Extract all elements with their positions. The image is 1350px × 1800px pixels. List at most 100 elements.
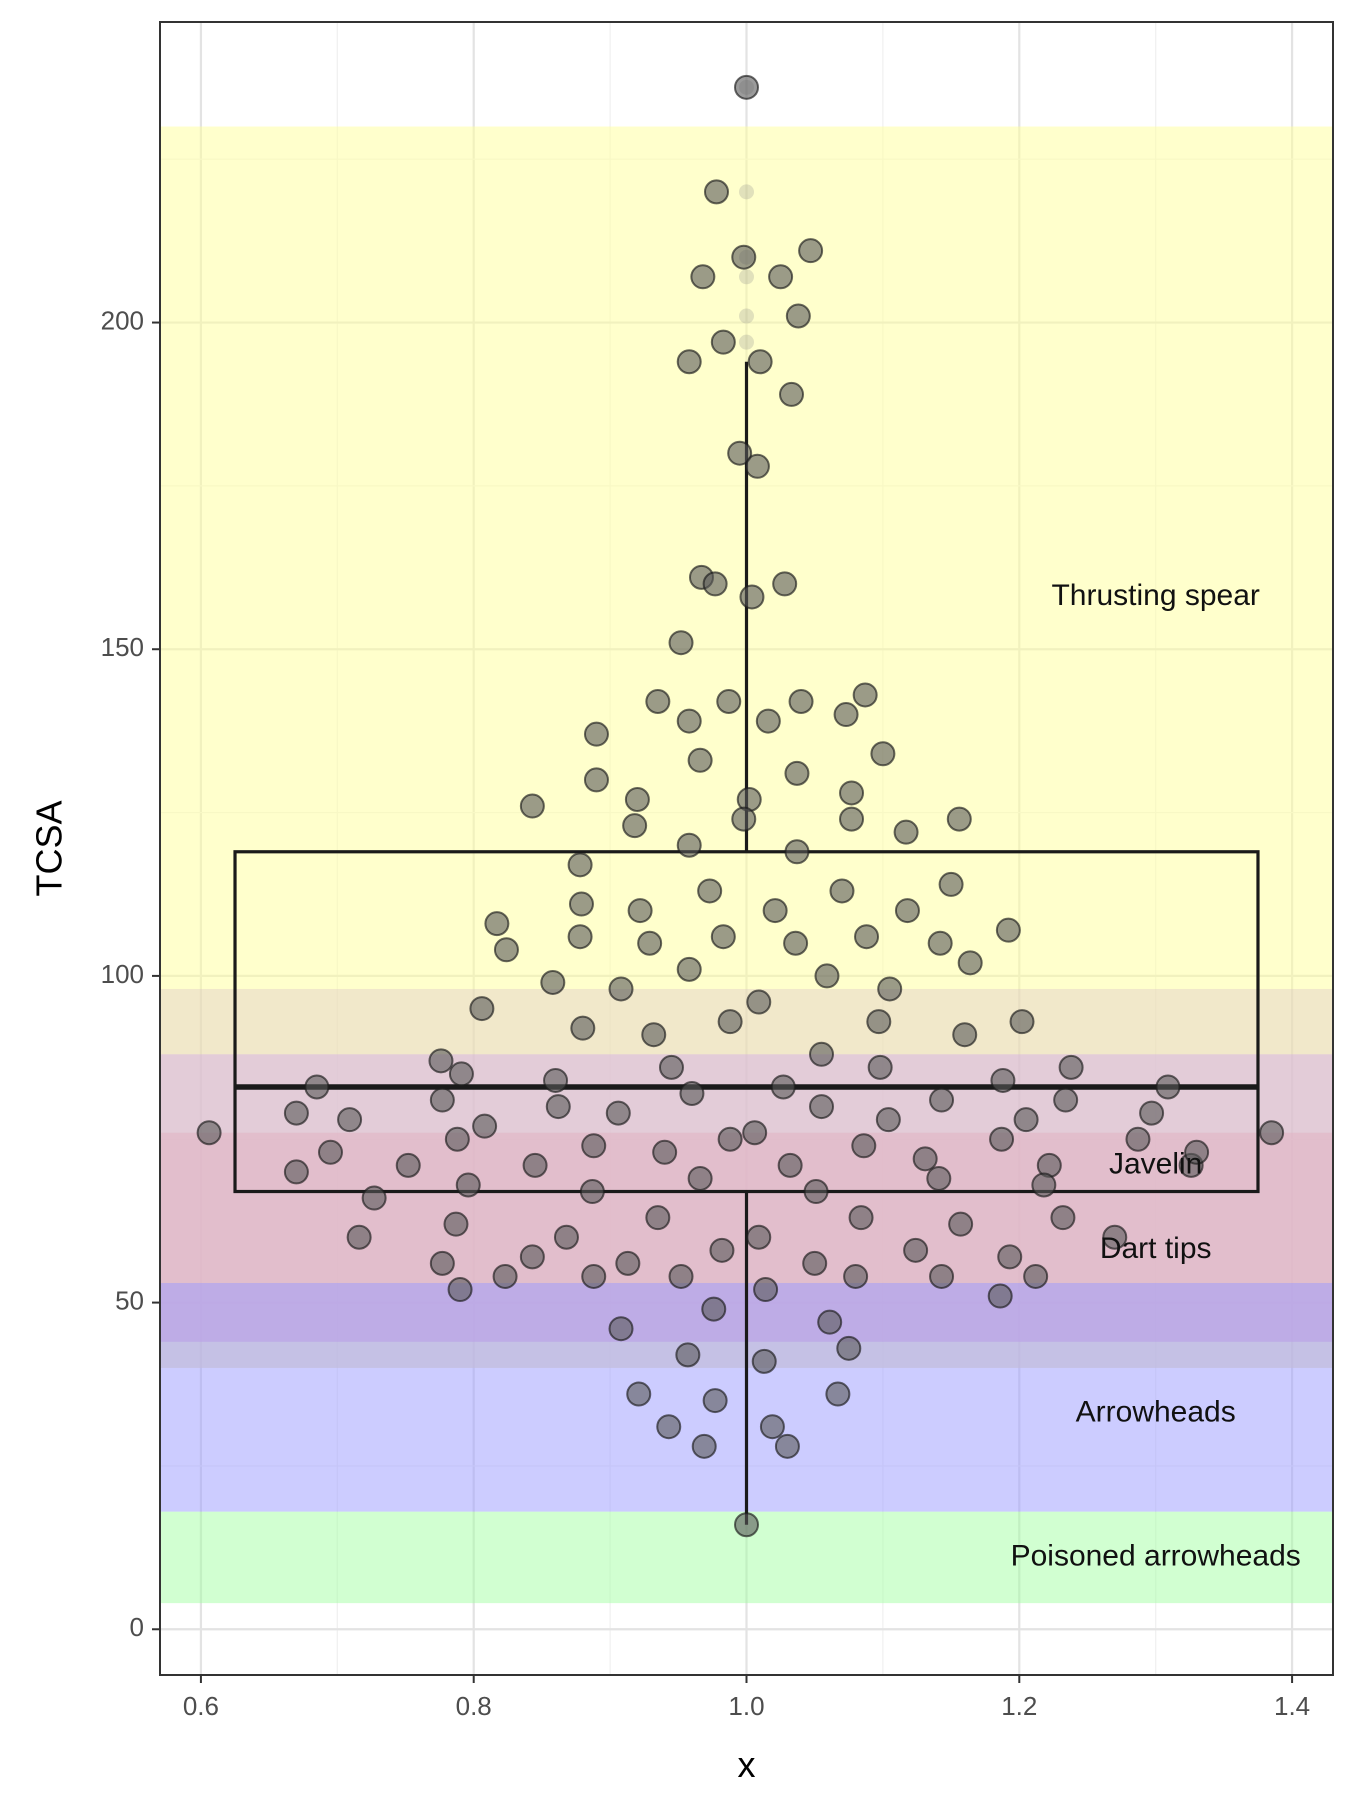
data-point	[668, 630, 694, 656]
data-point	[196, 1120, 222, 1146]
data-point	[751, 1348, 777, 1374]
data-point	[929, 1087, 955, 1113]
data-point	[519, 1244, 545, 1270]
data-point	[854, 924, 880, 950]
data-point	[447, 1277, 473, 1303]
data-point	[627, 898, 653, 924]
data-point	[744, 453, 770, 479]
data-point	[583, 721, 609, 747]
data-point	[1058, 1054, 1084, 1080]
data-point	[702, 1388, 728, 1414]
data-point	[866, 1009, 892, 1035]
x-tick-label: 1.4	[1274, 1691, 1310, 1721]
y-tick-label: 50	[115, 1285, 144, 1315]
data-point	[605, 1100, 631, 1126]
data-point	[668, 1263, 694, 1289]
data-point	[472, 1113, 498, 1139]
y-tick-label: 200	[101, 305, 144, 335]
y-tick-label: 150	[101, 632, 144, 662]
data-point	[894, 898, 920, 924]
data-point	[675, 1342, 701, 1368]
data-point	[702, 571, 728, 597]
data-point	[990, 1067, 1016, 1093]
data-point	[852, 682, 878, 708]
data-point	[731, 244, 757, 270]
data-point	[784, 839, 810, 865]
data-point	[739, 584, 765, 610]
data-point	[734, 1512, 759, 1538]
data-point	[1023, 1263, 1049, 1289]
data-point	[742, 1120, 768, 1146]
data-point	[997, 1244, 1023, 1270]
data-point	[1009, 1009, 1035, 1035]
data-point	[717, 1009, 743, 1035]
data-point	[877, 976, 903, 1002]
data-point	[762, 898, 788, 924]
data-point	[676, 349, 702, 375]
data-point	[926, 1165, 952, 1191]
data-point	[429, 1250, 455, 1276]
data-point	[540, 969, 566, 995]
data-point	[768, 264, 794, 290]
data-point	[567, 852, 593, 878]
data-point	[676, 832, 702, 858]
data-point	[709, 1237, 735, 1263]
x-tick-label: 1.2	[1001, 1691, 1037, 1721]
band-label: Arrowheads	[1076, 1396, 1236, 1429]
data-point	[798, 238, 824, 264]
data-point	[716, 688, 742, 714]
data-point	[734, 74, 759, 100]
data-point	[543, 1067, 569, 1093]
data-point	[848, 1205, 874, 1231]
data-point	[753, 1277, 779, 1303]
data-point	[545, 1094, 571, 1120]
data-point	[989, 1126, 1015, 1152]
band-label: Dart tips	[1100, 1232, 1212, 1265]
data-point	[746, 1224, 772, 1250]
data-point	[817, 1309, 843, 1335]
data-point	[1125, 1126, 1151, 1152]
data-point	[637, 930, 663, 956]
band-label: Javelin	[1109, 1147, 1202, 1180]
x-tick-label: 0.8	[456, 1691, 492, 1721]
data-point	[608, 976, 634, 1002]
data-point	[746, 989, 772, 1015]
data-point	[1184, 1139, 1210, 1165]
data-point	[784, 760, 810, 786]
data-point	[395, 1152, 421, 1178]
outlier	[739, 308, 754, 324]
data-point	[346, 1224, 372, 1250]
x-tick-label: 1.0	[728, 1691, 764, 1721]
data-point	[679, 1081, 705, 1107]
data-point	[802, 1250, 828, 1276]
data-point	[1013, 1107, 1039, 1133]
data-point	[948, 1211, 974, 1237]
data-point	[893, 819, 919, 845]
data-point	[1050, 1205, 1076, 1231]
data-point	[851, 1133, 877, 1159]
box	[233, 850, 1260, 1194]
data-point	[1031, 1172, 1057, 1198]
data-point	[829, 878, 855, 904]
x-tick-label: 0.6	[183, 1691, 219, 1721]
data-point	[903, 1237, 929, 1263]
data-point	[946, 806, 972, 832]
data-point	[1155, 1074, 1181, 1100]
data-point	[788, 688, 814, 714]
y-tick-label: 0	[130, 1612, 144, 1642]
data-point	[1053, 1087, 1079, 1113]
data-point	[570, 1015, 596, 1041]
data-point	[469, 996, 495, 1022]
y-axis-title: TCSA	[29, 800, 70, 896]
data-point	[448, 1061, 474, 1087]
data-point	[809, 1094, 835, 1120]
data-point	[803, 1179, 829, 1205]
data-point	[843, 1263, 869, 1289]
data-point	[929, 1263, 955, 1289]
data-point	[615, 1250, 641, 1276]
outlier	[739, 334, 754, 350]
data-point	[567, 924, 593, 950]
data-point	[691, 1433, 717, 1459]
data-point	[814, 963, 840, 989]
data-point	[697, 878, 723, 904]
